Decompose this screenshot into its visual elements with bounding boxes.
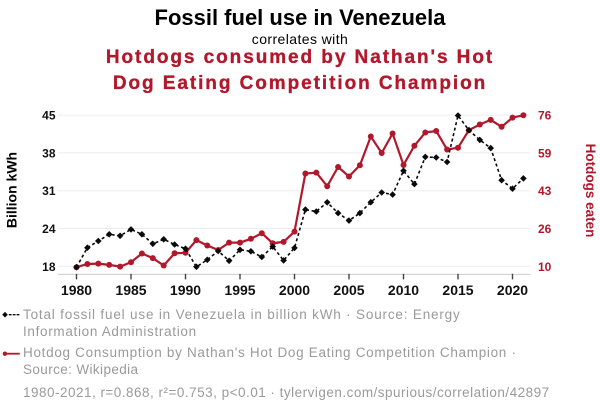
svg-text:38: 38 <box>42 147 56 161</box>
svg-text:26: 26 <box>538 222 552 236</box>
svg-text:59: 59 <box>538 147 552 161</box>
svg-text:2015: 2015 <box>442 282 473 298</box>
svg-text:10: 10 <box>538 260 552 274</box>
svg-text:1985: 1985 <box>115 282 146 298</box>
svg-text:76: 76 <box>538 109 552 123</box>
svg-text:18: 18 <box>42 260 56 274</box>
svg-text:1990: 1990 <box>170 282 201 298</box>
svg-text:31: 31 <box>42 184 56 198</box>
svg-text:1995: 1995 <box>224 282 255 298</box>
svg-text:1980: 1980 <box>61 282 92 298</box>
svg-text:43: 43 <box>538 184 552 198</box>
svg-text:Billion kWh: Billion kWh <box>4 152 20 228</box>
svg-text:2000: 2000 <box>279 282 310 298</box>
svg-text:45: 45 <box>42 109 56 123</box>
svg-text:2005: 2005 <box>333 282 364 298</box>
svg-text:24: 24 <box>42 222 56 236</box>
svg-text:Hotdogs eaten: Hotdogs eaten <box>583 144 598 238</box>
svg-text:2010: 2010 <box>388 282 419 298</box>
svg-text:2020: 2020 <box>497 282 528 298</box>
